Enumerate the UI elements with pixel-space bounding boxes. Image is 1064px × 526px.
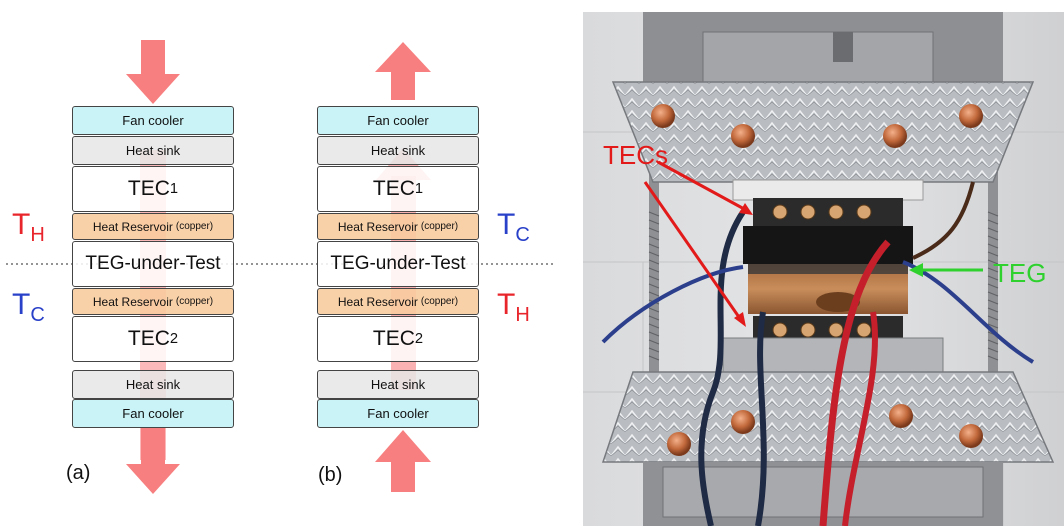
arrow-up-bottom-b xyxy=(375,430,431,492)
heat-reservoir-top: Heat Reservoir (copper) xyxy=(72,213,234,240)
fan-cooler-top: Fan cooler xyxy=(317,106,479,135)
panel-a-lower-temp: TC xyxy=(12,288,45,327)
panel-a-label: (a) xyxy=(66,462,91,484)
teg-label: TEG xyxy=(993,258,1047,288)
heat-sink-bottom: Heat sink xyxy=(317,370,479,399)
tec-1: TEC 1 xyxy=(72,166,234,212)
heat-reservoir-top: Heat Reservoir (copper) xyxy=(317,213,479,240)
panel-b-upper-temp: TC xyxy=(497,208,530,247)
tec-2: TEC 2 xyxy=(72,316,234,362)
panel-b-lower-temp: TH xyxy=(497,288,530,327)
photo-illustration xyxy=(583,12,1064,526)
fan-cooler-bottom: Fan cooler xyxy=(317,399,479,428)
fan-cooler-bottom: Fan cooler xyxy=(72,399,234,428)
arrow-down-top-a xyxy=(126,40,180,104)
teg-under-test: TEG-under-Test xyxy=(72,241,234,287)
arrow-down-bottom-a xyxy=(126,428,180,494)
arrow-up-top-b xyxy=(375,42,431,100)
tecs-label: TECs xyxy=(603,140,668,170)
fan-cooler-top: Fan cooler xyxy=(72,106,234,135)
teg-under-test: TEG-under-Test xyxy=(317,241,479,287)
tec-1: TEC 1 xyxy=(317,166,479,212)
panel-a-upper-temp: TH xyxy=(12,208,45,247)
heat-sink-top: Heat sink xyxy=(317,136,479,165)
heat-reservoir-bottom: Heat Reservoir (copper) xyxy=(317,288,479,315)
heat-reservoir-bottom: Heat Reservoir (copper) xyxy=(72,288,234,315)
tec-2: TEC 2 xyxy=(317,316,479,362)
test-rig-photo: TECs TEG xyxy=(583,12,1064,526)
heat-sink-top: Heat sink xyxy=(72,136,234,165)
heat-sink-bottom: Heat sink xyxy=(72,370,234,399)
panel-b-label: (b) xyxy=(318,464,343,486)
